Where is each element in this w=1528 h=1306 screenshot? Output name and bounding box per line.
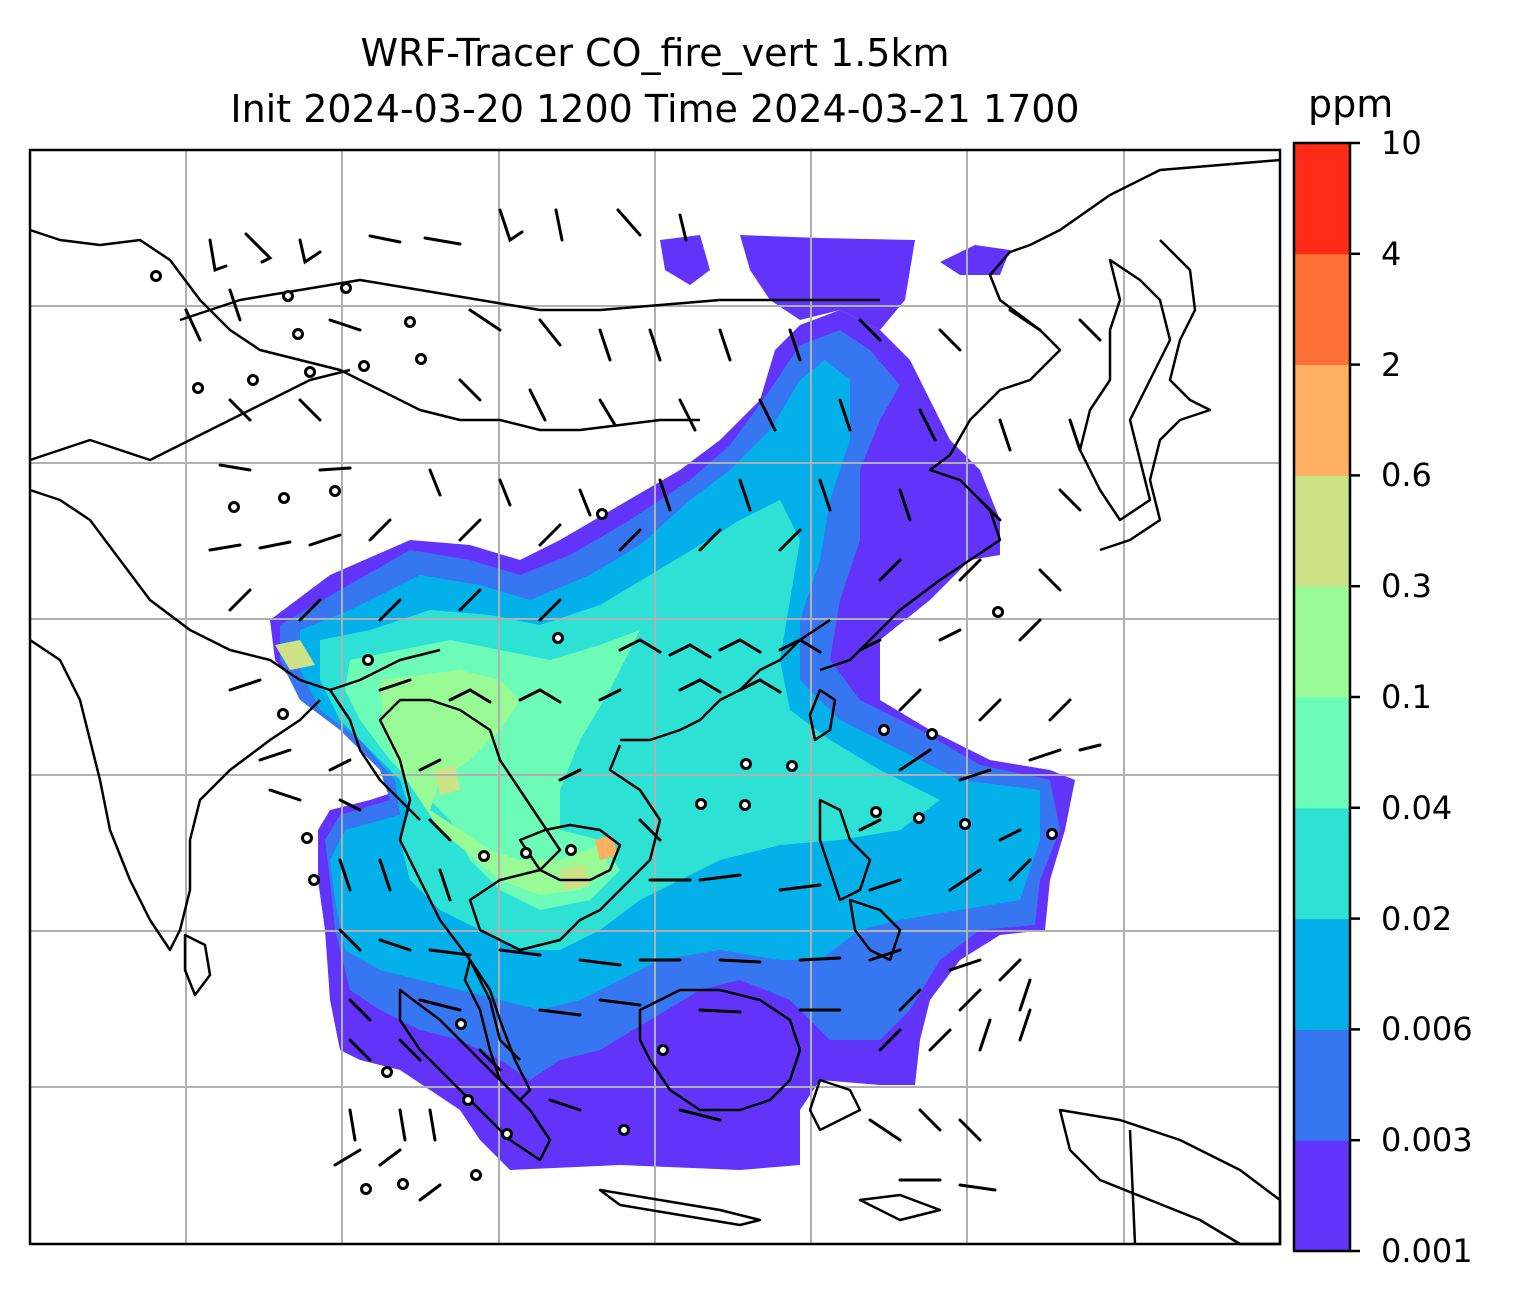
colorbar-band xyxy=(1294,697,1350,809)
philippines-luzon xyxy=(818,798,872,902)
map-title-line2: Init 2024-03-20 1200 Time 2024-03-21 170… xyxy=(230,87,1080,131)
colorbar-band xyxy=(1294,918,1350,1030)
co-tracer-plume xyxy=(270,235,1075,1170)
colorbar-ticks xyxy=(1350,141,1360,1253)
colorbar-band xyxy=(1294,586,1350,698)
wind-barbs xyxy=(184,208,1102,1202)
colorbar-band xyxy=(1294,364,1350,476)
colorbar-band xyxy=(1294,143,1350,255)
japan-kyushu xyxy=(1099,239,1212,552)
indochina xyxy=(378,698,662,1061)
india-coast xyxy=(29,638,321,952)
sulawesi xyxy=(808,1078,862,1132)
colorbar-unit-label: ppm xyxy=(1308,82,1394,126)
java xyxy=(598,1188,762,1227)
colorbar-band xyxy=(1294,253,1350,366)
mongolia-border xyxy=(179,278,880,322)
map-frame-right-coast xyxy=(1128,1129,1137,1245)
colorbar-tick-label: 0.1 xyxy=(1381,678,1432,716)
colorbar-band xyxy=(1294,1140,1350,1252)
plume-level-1-ne xyxy=(940,245,1010,275)
colorbar-bands xyxy=(1294,143,1350,1252)
myanmar-border xyxy=(328,689,421,821)
plume-level-7 xyxy=(275,640,315,670)
gulf-of-thailand xyxy=(518,823,622,882)
india-north-border xyxy=(29,488,441,692)
colorbar-tick-label: 2 xyxy=(1381,345,1402,384)
sri-lanka xyxy=(183,933,212,997)
colorbar-band xyxy=(1294,475,1350,587)
map-title-line1: WRF-Tracer CO_fire_vert 1.5km xyxy=(360,31,950,75)
colorbar-band xyxy=(1294,807,1350,920)
colorbar-tick-label: 0.3 xyxy=(1381,567,1432,606)
china-interior-border xyxy=(29,368,351,462)
colorbar-tick-label: 0.001 xyxy=(1381,1232,1473,1270)
colorbar-tick-label: 0.006 xyxy=(1381,1010,1473,1049)
korea xyxy=(1078,258,1172,522)
calm-wind-markers xyxy=(150,270,1058,1195)
map-frame xyxy=(28,148,1282,1246)
colorbar-tick-label: 0.04 xyxy=(1381,788,1453,827)
colorbar-tick-label: 4 xyxy=(1381,234,1402,273)
colorbar-tick-label: 10 xyxy=(1381,124,1422,162)
colorbar-tick-label: 0.003 xyxy=(1381,1121,1473,1160)
himalaya-border xyxy=(29,228,700,432)
plume-level-7b xyxy=(435,765,460,795)
sumatra xyxy=(398,988,552,1162)
taiwan xyxy=(808,688,837,742)
plume-level-6 xyxy=(380,670,610,895)
plume-level-1-nw xyxy=(660,235,710,285)
plume-level-8 xyxy=(595,835,618,860)
colorbar-band xyxy=(1294,1029,1350,1141)
colorbar-tick-label: 0.6 xyxy=(1381,456,1432,495)
colorbar-tick-label: 0.02 xyxy=(1381,899,1453,938)
china-coast xyxy=(819,158,1281,672)
vietnam-coast xyxy=(620,618,831,742)
philippines-south xyxy=(848,898,902,962)
borneo xyxy=(638,988,802,1112)
plume-level-7c xyxy=(560,865,590,890)
timor-islands xyxy=(858,1193,942,1222)
